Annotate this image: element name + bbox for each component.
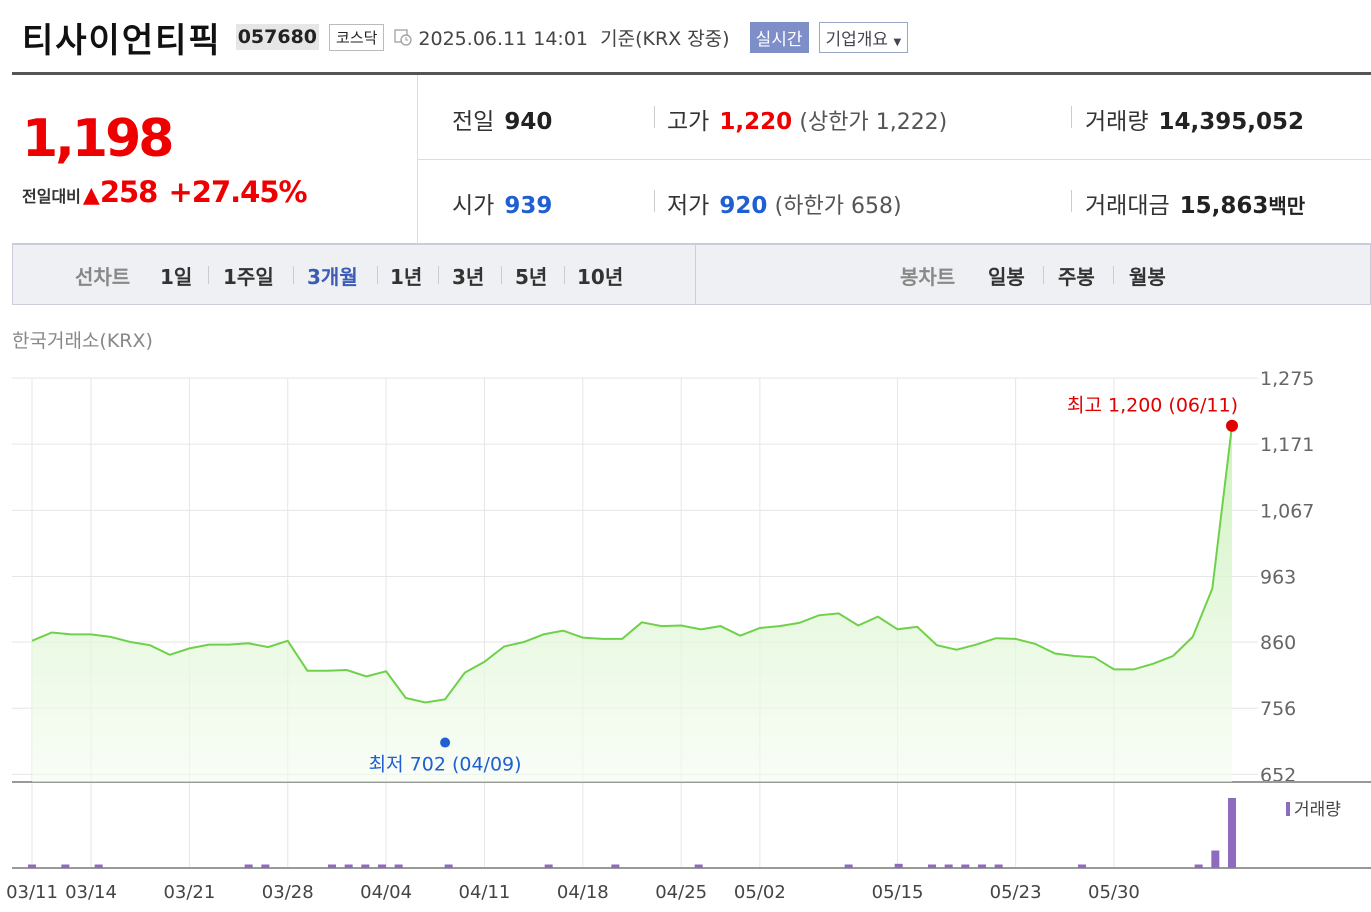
volume-bar [961,864,970,868]
x-tick-label: 03/21 [163,882,215,903]
exchange-label: 한국거래소(KRX) [12,330,153,352]
chart-tab-bar: 선차트 1일 1주일 3개월 1년 3년 5년 10년 봉차트 일봉 주봉 월봉 [12,244,1371,305]
x-tick-label: 03/14 [65,882,117,903]
trade-amount: 거래대금 15,863백만 [1085,193,1306,219]
x-tick-label: 05/23 [990,882,1042,903]
volume-bar [361,864,370,868]
current-price: 1,198 [22,109,174,169]
tab-1week[interactable]: 1주일 [223,265,274,289]
max-annotation: 최고 1,200 (06/11) [1067,395,1238,417]
y-tick-label: 652 [1260,764,1296,786]
volume-bar [1211,850,1220,868]
volume-legend-label: 거래량 [1294,800,1341,820]
volume-bar [894,863,903,868]
price-change: 전일대비▲258 +27.45% [22,175,308,209]
tab-monthly-candle[interactable]: 월봉 [1129,265,1166,289]
volume-bar [328,864,336,868]
low-price: 저가 920 (하한가 658) [667,193,902,219]
min-annotation: 최저 702 (04/09) [369,754,522,776]
y-tick-label: 963 [1260,567,1296,589]
open-price: 시가 939 [452,193,553,219]
volume-bar [978,864,986,868]
stock-name: 티사이언티픽 [22,20,222,61]
y-tick-label: 756 [1260,698,1296,720]
calendar-clock-icon [394,28,413,46]
min-point-marker [440,737,451,748]
volume-bar [928,864,936,868]
x-tick-label: 03/11 [6,882,58,903]
y-tick-label: 1,067 [1260,500,1314,522]
x-tick-label: 04/04 [360,882,412,903]
header-divider [12,72,1371,75]
tab-weekly-candle[interactable]: 주봉 [1058,265,1095,289]
quote-datetime: 2025.06.11 14:01 기준(KRX 장중) [418,27,730,50]
x-tick-label: 05/15 [872,882,924,903]
candle-chart-label: 봉차트 [900,265,956,289]
volume-bar [244,864,253,868]
volume-bar [544,864,553,868]
market-badge: 코스닥 [329,23,385,51]
x-tick-label: 04/18 [557,882,609,903]
volume-bar [1228,798,1236,868]
price-summary: 1,198 전일대비▲258 +27.45% [12,75,418,244]
prev-close: 전일 940 [452,109,553,135]
x-tick-label: 05/30 [1088,882,1140,903]
x-tick-label: 05/02 [734,882,786,903]
volume-bar [444,864,453,868]
tab-10year[interactable]: 10년 [577,265,624,289]
tab-3month[interactable]: 3개월 [307,265,358,289]
volume: 거래량 14,395,052 [1085,109,1304,135]
tab-5year[interactable]: 5년 [515,265,548,289]
volume-bar [378,864,386,868]
x-tick-label: 04/11 [459,882,511,903]
x-tick-label: 04/25 [655,882,707,903]
quote-info: 전일 940 고가 1,220 (상한가 1,222) 거래량 14,395,052 … [418,75,1371,244]
volume-bar [61,864,70,868]
volume-bar [94,864,103,868]
realtime-button[interactable]: 실시간 [749,21,809,53]
stock-code: 057680 [235,24,320,50]
company-overview-dropdown[interactable]: 기업개요 ▼ [818,21,909,53]
x-tick-label: 03/28 [262,882,314,903]
volume-bar [994,864,1003,868]
max-point-marker [1226,419,1238,432]
volume-bar [261,864,270,868]
price-line [31,425,1233,704]
high-price: 고가 1,220 (상한가 1,222) [667,109,948,135]
volume-bar [611,864,620,868]
tab-1year[interactable]: 1년 [390,265,423,289]
volume-bar [694,864,703,868]
y-tick-label: 860 [1260,632,1296,654]
volume-bar [1078,864,1086,868]
tab-daily-candle[interactable]: 일봉 [988,265,1025,289]
tab-1day[interactable]: 1일 [160,265,193,289]
y-tick-label: 1,171 [1260,434,1314,456]
volume-bar [394,864,403,868]
price-area [32,425,1232,782]
volume-bar [1194,864,1203,868]
up-triangle-icon: ▲ [82,183,100,208]
volume-legend-swatch [1286,802,1290,816]
volume-bar [944,864,953,868]
chevron-down-icon: ▼ [893,36,902,48]
volume-bar [844,864,853,868]
tab-3year[interactable]: 3년 [452,265,485,289]
volume-bar [28,864,36,868]
line-chart-label: 선차트 [75,265,131,289]
volume-bar [344,864,353,868]
y-tick-label: 1,275 [1260,368,1314,390]
stock-header: 티사이언티픽 057680 코스닥 2025.06.11 14:01 기준(KR… [22,14,909,61]
